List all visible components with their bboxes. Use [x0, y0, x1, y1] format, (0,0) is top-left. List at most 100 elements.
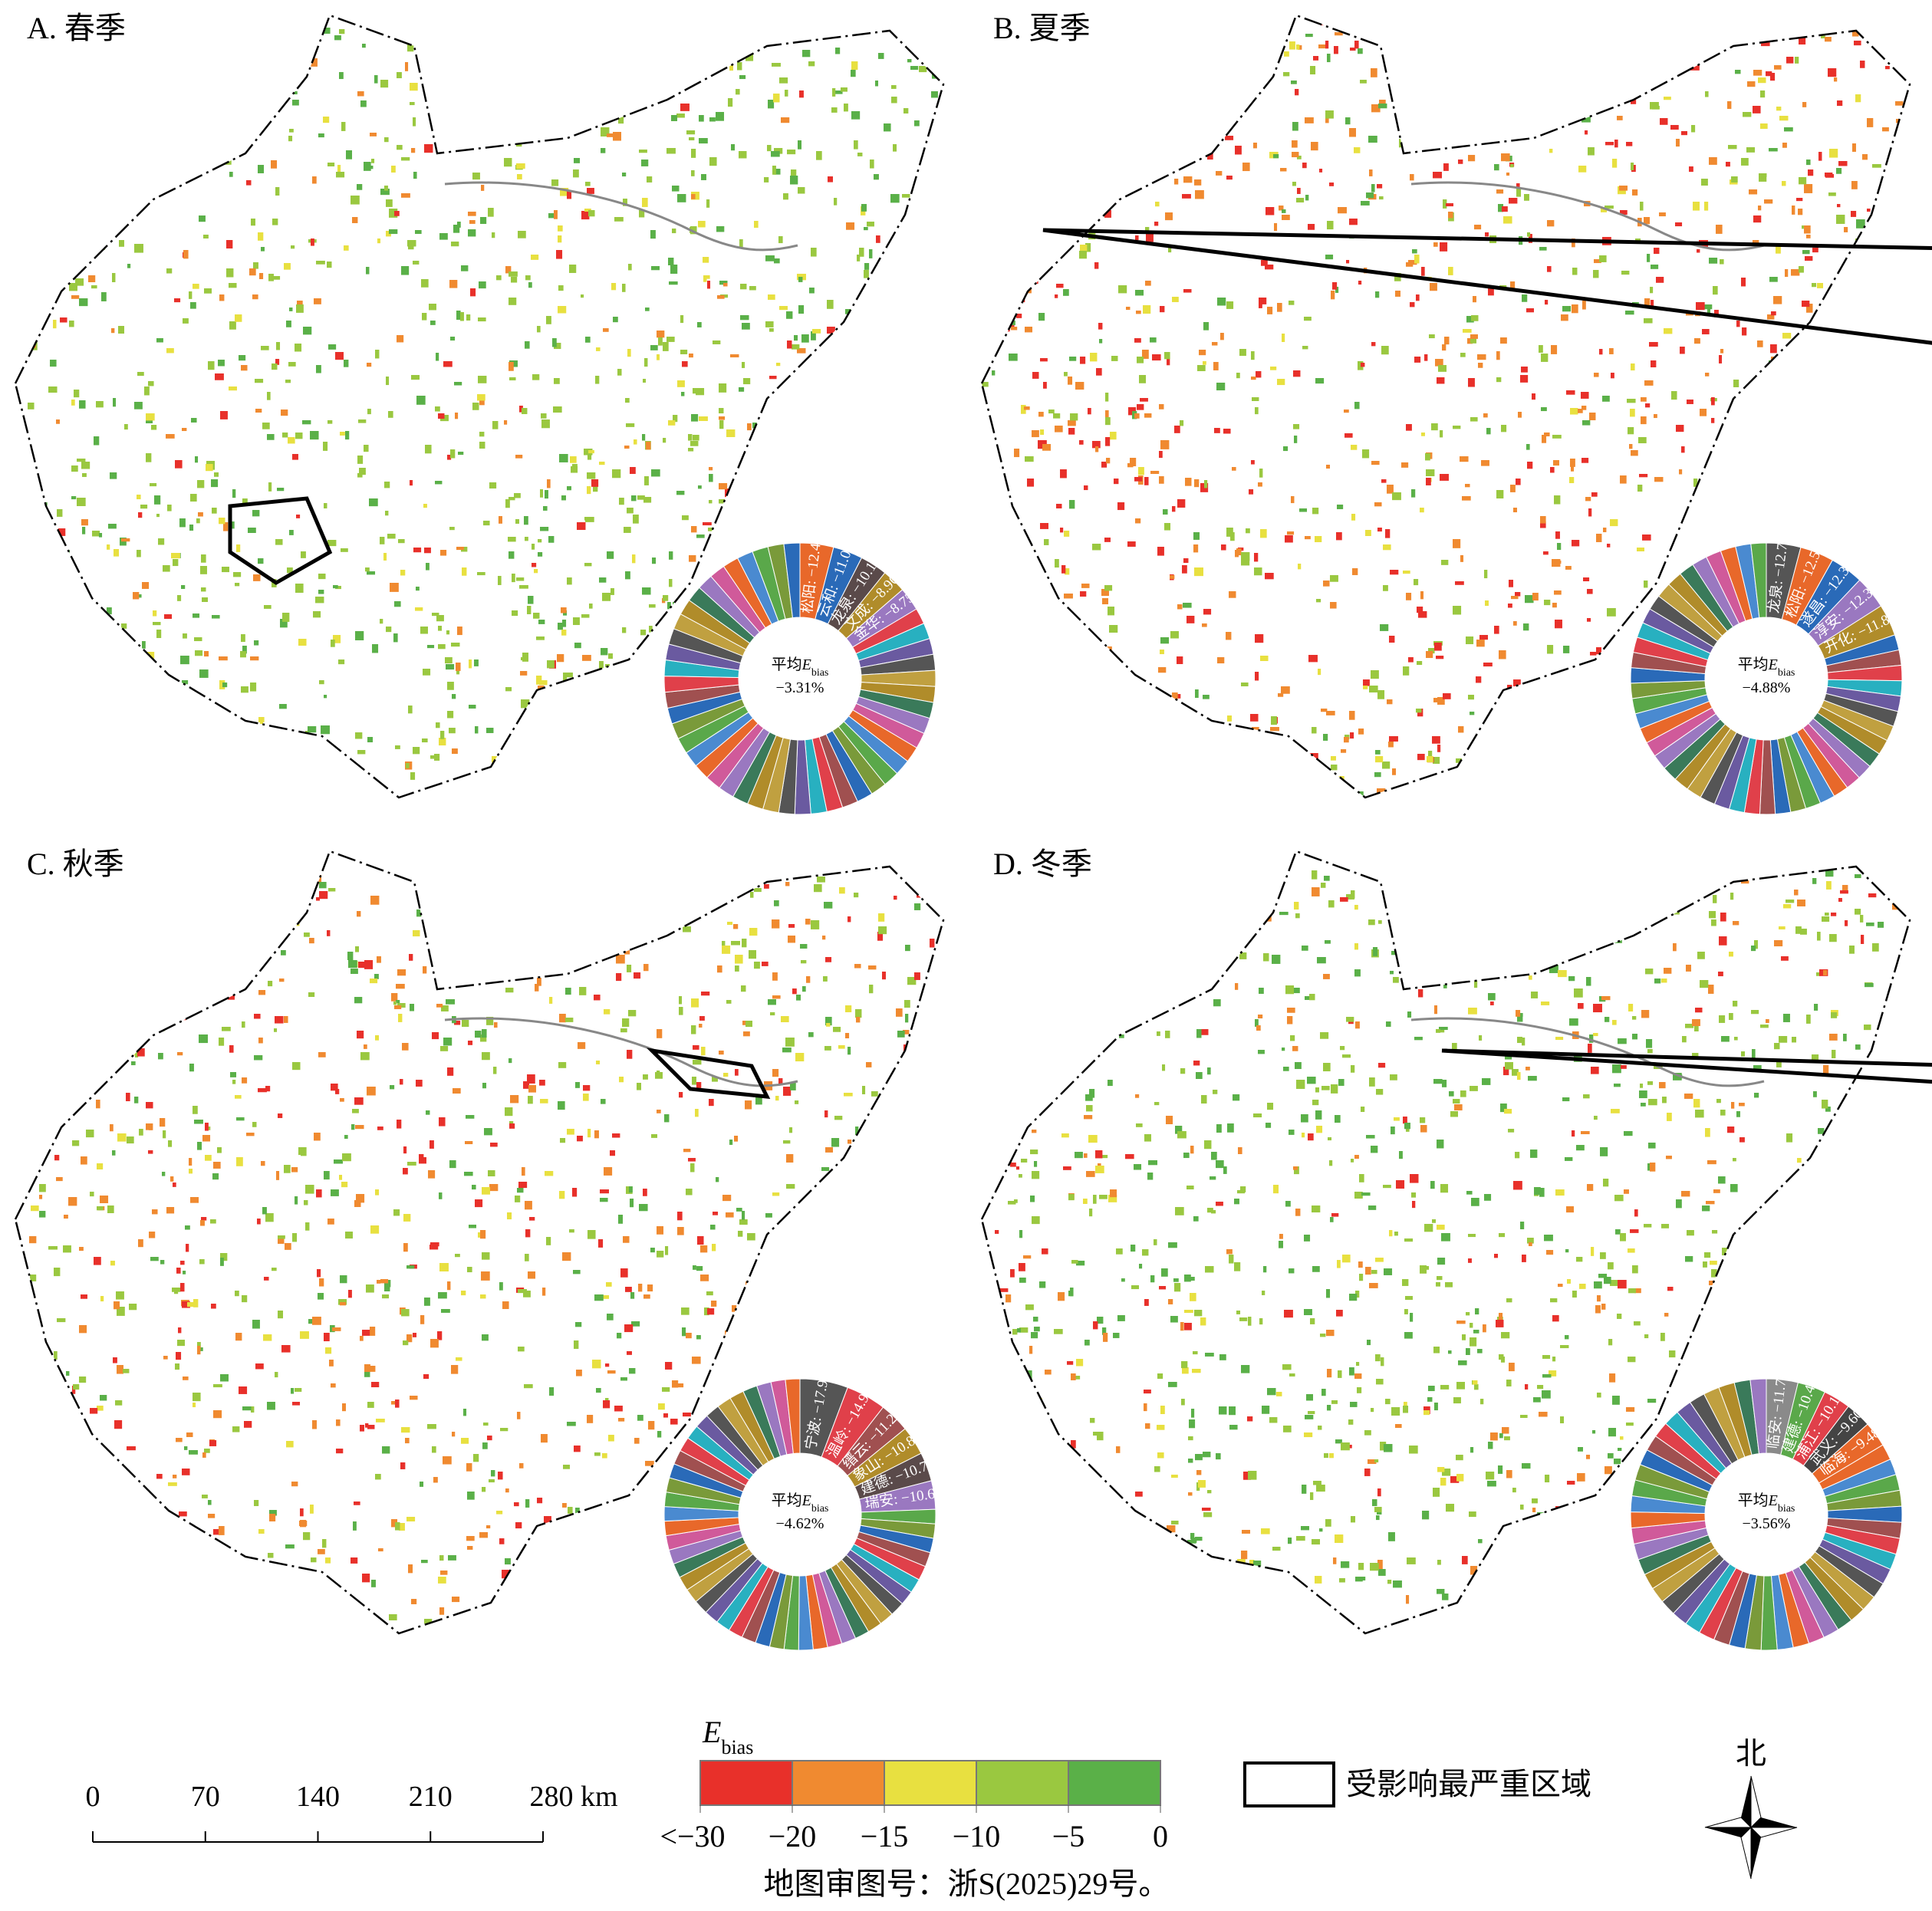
map-pixel [1694, 338, 1700, 344]
map-pixel [811, 248, 817, 257]
map-pixel [756, 496, 762, 501]
map-pixel [599, 577, 607, 583]
map-pixel [1216, 1202, 1223, 1206]
map-pixel [1354, 905, 1358, 910]
map-pixel [57, 1386, 64, 1393]
map-pixel [1848, 453, 1851, 457]
map-pixel [1578, 409, 1583, 413]
map-pixel [226, 268, 234, 278]
map-pixel [1628, 1288, 1636, 1294]
map-pixel [1498, 1465, 1503, 1474]
map-pixel [135, 995, 144, 1000]
map-pixel [967, 941, 973, 944]
map-pixel [670, 1419, 678, 1425]
map-pixel [679, 996, 683, 1005]
map-pixel [799, 90, 804, 98]
map-pixel [219, 518, 225, 525]
map-pixel [759, 840, 765, 849]
map-pixel [567, 190, 572, 199]
map-pixel [623, 1637, 628, 1644]
map-pixel [585, 182, 591, 186]
map-pixel [857, 492, 864, 497]
map-pixel [180, 1261, 185, 1265]
map-pixel [181, 585, 186, 590]
map-pixel [1437, 1258, 1446, 1265]
map-pixel [592, 1360, 601, 1369]
map-pixel [1841, 1645, 1845, 1653]
map-pixel [1809, 484, 1818, 489]
map-pixel [1203, 322, 1210, 331]
map-pixel [1877, 9, 1882, 14]
map-pixel [202, 84, 208, 92]
map-pixel [691, 1025, 696, 1034]
map-pixel [1095, 446, 1099, 452]
map-pixel [972, 146, 976, 151]
map-pixel [1410, 302, 1415, 308]
map-pixel [3, 853, 10, 860]
map-pixel [917, 253, 926, 258]
map-pixel [733, 924, 739, 929]
map-pixel [303, 1532, 311, 1541]
map-pixel [405, 1438, 410, 1444]
map-pixel [908, 1281, 915, 1290]
map-pixel [624, 446, 630, 449]
map-pixel [1087, 906, 1096, 916]
map-pixel [1602, 396, 1610, 402]
map-pixel [1581, 392, 1589, 399]
map-pixel [1907, 553, 1910, 558]
map-pixel [1099, 339, 1103, 344]
map-pixel [1136, 729, 1141, 738]
map-pixel [1855, 280, 1862, 285]
map-pixel [1488, 288, 1494, 296]
map-pixel [430, 1242, 439, 1247]
map-pixel [438, 413, 445, 419]
map-pixel [1363, 686, 1368, 689]
map-pixel [1440, 474, 1449, 481]
map-pixel [1558, 95, 1562, 104]
map-pixel [1196, 1470, 1202, 1475]
map-pixel [921, 852, 930, 857]
map-pixel [395, 1522, 400, 1531]
map-pixel [515, 455, 523, 459]
map-pixel [811, 920, 820, 929]
map-pixel [1502, 206, 1508, 212]
map-pixel [21, 870, 27, 879]
map-pixel [1591, 70, 1596, 79]
map-pixel [301, 551, 306, 558]
map-pixel [87, 1515, 91, 1519]
map-pixel [697, 1236, 704, 1245]
map-pixel [408, 33, 416, 41]
map-pixel [369, 166, 374, 169]
map-pixel [1349, 1294, 1358, 1301]
map-pixel [1808, 169, 1814, 176]
map-pixel [595, 376, 600, 384]
map-pixel [47, 199, 54, 203]
map-pixel [772, 1192, 780, 1196]
map-pixel [1802, 250, 1810, 255]
map-pixel [204, 651, 209, 657]
map-pixel [72, 1140, 80, 1146]
map-pixel [1786, 57, 1794, 64]
map-pixel [1203, 361, 1206, 365]
map-pixel [1335, 32, 1343, 36]
map-pixel [1084, 1153, 1088, 1158]
map-pixel [1342, 1255, 1351, 1263]
map-pixel [1226, 725, 1233, 732]
map-pixel [558, 235, 562, 243]
map-pixel [1446, 203, 1453, 207]
map-pixel [351, 196, 360, 205]
map-pixel [689, 137, 695, 141]
map-pixel [1443, 199, 1447, 209]
map-pixel [1259, 301, 1262, 308]
map-pixel [543, 506, 548, 511]
map-pixel [1900, 138, 1908, 143]
map-pixel [349, 1630, 355, 1633]
map-pixel [1825, 1107, 1831, 1112]
map-pixel [401, 1427, 410, 1433]
map-pixel [199, 136, 206, 140]
map-pixel [946, 436, 952, 441]
map-pixel [1725, 31, 1729, 35]
map-pixel [937, 808, 944, 817]
map-pixel [1407, 1557, 1416, 1564]
map-pixel [1241, 552, 1250, 561]
